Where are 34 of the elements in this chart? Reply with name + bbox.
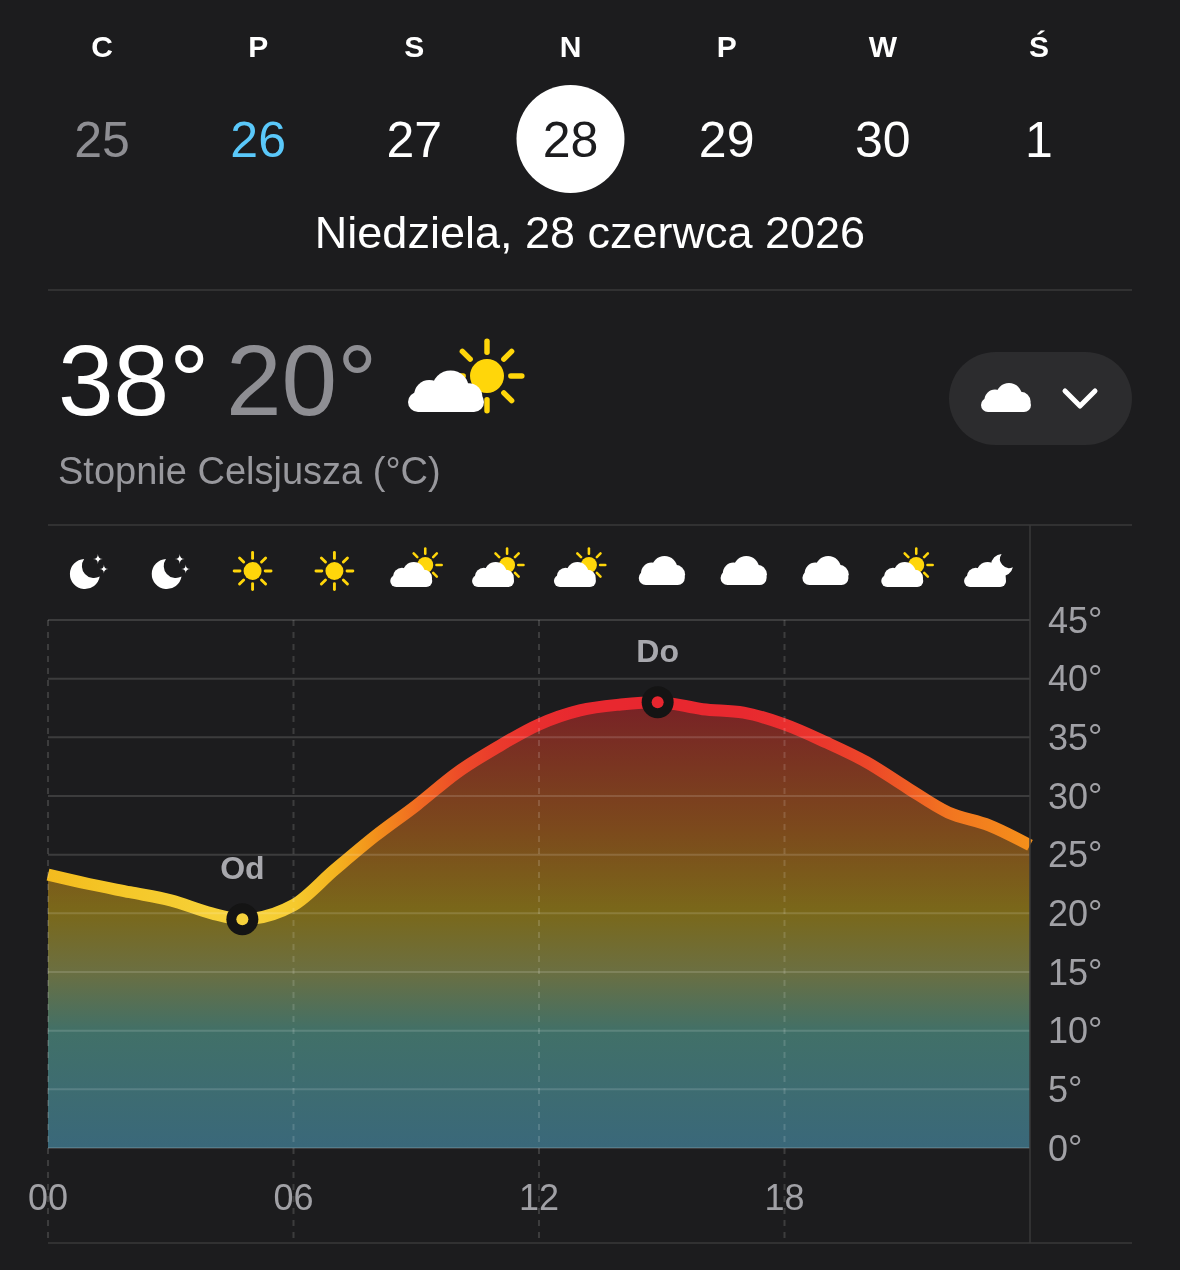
- y-tick-label: 20°: [1048, 892, 1103, 934]
- y-tick-label: 40°: [1048, 658, 1103, 700]
- text: C: [91, 30, 113, 63]
- x-tick-label: 00: [27, 1177, 69, 1218]
- text: P: [248, 30, 269, 63]
- y-tick-label: 30°: [1048, 775, 1103, 817]
- y-tick-label: 35°: [1048, 716, 1103, 758]
- text: 28: [542, 112, 599, 168]
- text: Ś: [1028, 30, 1050, 63]
- text: N: [559, 30, 582, 63]
- y-tick-label: 5°: [1048, 1068, 1083, 1110]
- text: 25: [74, 112, 130, 168]
- y-tick-label: 0°: [1048, 1127, 1083, 1169]
- text: 30: [855, 112, 911, 168]
- text: 38°: [58, 324, 210, 436]
- y-tick-label: 25°: [1048, 834, 1103, 876]
- text: W: [868, 30, 898, 63]
- annotation: Do: [636, 633, 679, 670]
- text: 27: [386, 112, 443, 168]
- text: S: [404, 30, 425, 63]
- text: 29: [698, 112, 755, 168]
- x-tick-label: 06: [273, 1177, 314, 1218]
- x-tick-label: 12: [518, 1177, 560, 1218]
- chart-title: Niedziela, 28 czerwca 2026: [314, 207, 866, 258]
- text: P: [716, 30, 737, 63]
- text: 26: [230, 112, 286, 168]
- text: 1: [1025, 112, 1053, 168]
- y-tick-label: 15°: [1048, 951, 1103, 993]
- annotation: Od: [220, 850, 265, 887]
- text: 20°: [226, 324, 378, 436]
- y-tick-label: 10°: [1048, 1010, 1103, 1052]
- x-tick-label: 18: [764, 1177, 805, 1218]
- y-tick-label: 45°: [1048, 599, 1103, 641]
- chart-subtitle: Stopnie Celsjusza (°C): [58, 450, 441, 492]
